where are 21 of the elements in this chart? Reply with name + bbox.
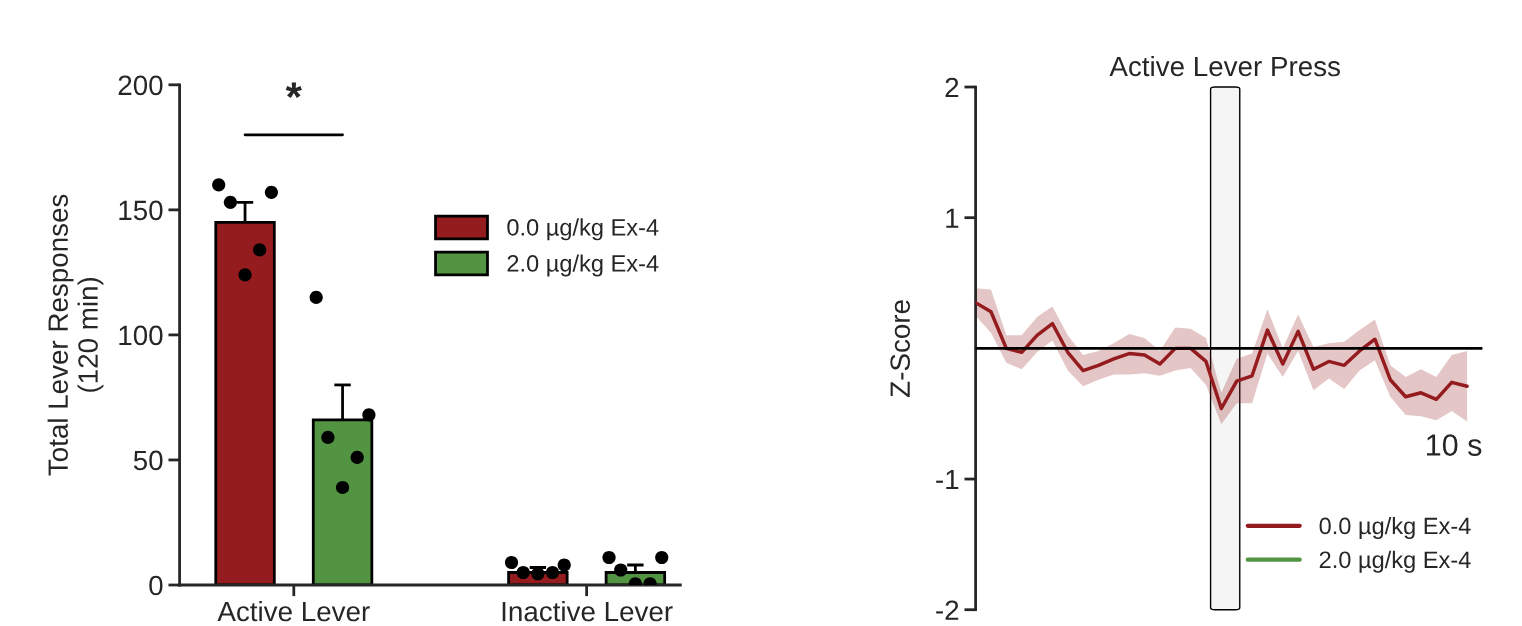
annotation: 10 s — [1427, 434, 1482, 456]
y-tick-label: -1 — [936, 470, 959, 490]
legend-label: 2.0 µg/kg Ex-4 — [1319, 550, 1471, 573]
legend-label: 0.0 µg/kg Ex-4 — [507, 218, 659, 241]
y-tick-label: 2 — [945, 77, 959, 98]
legend-label: 0.0 µg/kg Ex-4 — [1319, 516, 1471, 539]
y-tick-label: -2 — [936, 600, 959, 620]
x-tick-label: Inactive Lever — [502, 600, 673, 622]
y-tick-label: 200 — [118, 75, 163, 96]
y-tick-label: 100 — [119, 325, 163, 346]
line-series — [975, 300, 1469, 411]
y-axis-title: Total Lever Responses (120 min) — [47, 194, 104, 476]
legend-label: 2.0 µg/kg Ex-4 — [507, 254, 659, 277]
y-tick-label: 0 — [149, 575, 163, 596]
y-tick-label: 50 — [133, 450, 163, 471]
y-tick-label: 1 — [946, 208, 959, 228]
y-tick-label: 150 — [119, 200, 163, 221]
x-tick-label: Active Lever — [217, 600, 370, 622]
text: Active Lever Press — [1109, 55, 1340, 77]
y-axis-title: Z-Score — [890, 300, 910, 397]
annotation: * — [285, 82, 302, 99]
